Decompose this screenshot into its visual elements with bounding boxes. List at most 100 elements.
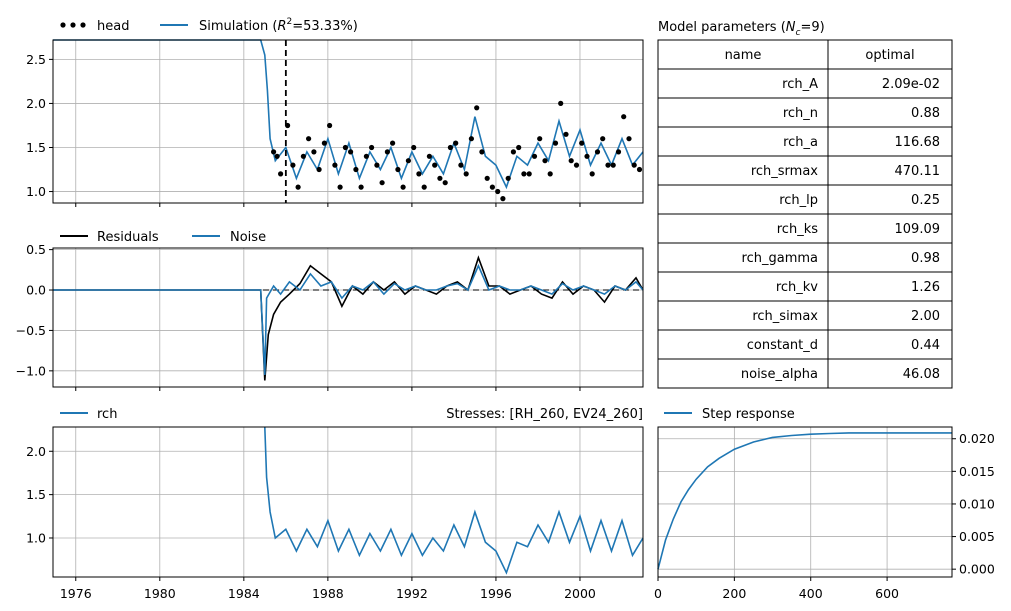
parameters-table: Model parameters (Nc=9) name optimal rch_A… <box>657 20 953 389</box>
param-value: 46.08 <box>903 367 940 382</box>
param-name: rch_kv <box>776 280 818 295</box>
param-name: rch_lp <box>779 193 818 208</box>
head-point <box>500 196 506 202</box>
head-point <box>621 114 627 120</box>
x-tick-label: 1976 <box>60 586 92 601</box>
head-legend-dot <box>70 22 76 28</box>
head-point <box>384 149 390 155</box>
param-value: 109.09 <box>895 222 941 237</box>
head-point <box>558 100 564 106</box>
head-point <box>521 171 527 177</box>
head-point <box>542 158 548 164</box>
head-point <box>290 162 296 168</box>
head-point <box>332 162 338 168</box>
head-point <box>300 153 306 159</box>
head-point <box>474 105 480 111</box>
rch-legend-label: rch <box>97 407 117 422</box>
head-point <box>421 184 427 190</box>
head-point <box>579 140 585 146</box>
head-point <box>390 140 396 146</box>
y-tick-label: 0.005 <box>959 529 995 544</box>
table-value-cell <box>827 358 953 389</box>
x-tick-label: 1996 <box>480 586 512 601</box>
head-point <box>526 171 532 177</box>
head-point <box>584 153 590 159</box>
simulation-legend-suffix: =53.33%) <box>292 19 358 34</box>
y-tick-label: −1.0 <box>16 363 46 378</box>
y-tick-label: 1.0 <box>26 184 46 199</box>
fit-panel: head Simulation (R2=53.33%) 1.0 1.5 2.0 2.5 <box>26 17 644 207</box>
head-point <box>636 166 643 173</box>
head-point <box>484 175 490 181</box>
residuals-frame <box>52 247 644 388</box>
head-point <box>369 144 375 151</box>
table-name-cell <box>657 97 829 128</box>
stresses-frame <box>52 426 644 578</box>
table-value-cell <box>827 300 953 331</box>
stresses-marks <box>264 426 644 575</box>
fit-frame <box>52 39 644 204</box>
head-point <box>610 162 616 168</box>
head-point <box>510 149 516 155</box>
parameters-table-body: name optimal rch_A 2.09e-02 rch_n 0.88 rch_a 11… <box>657 39 953 389</box>
x-tick-label: 1988 <box>312 586 344 601</box>
head-point <box>468 136 474 142</box>
head-point <box>432 162 438 168</box>
head-point <box>453 140 459 146</box>
parameters-title-symbol: N <box>786 20 796 35</box>
y-tick-label: 2.0 <box>26 444 46 459</box>
noise-line <box>53 263 644 375</box>
simulation-legend-r2: R <box>277 19 286 34</box>
time-x-ticks: 1976 1980 1984 1988 1992 1996 2000 <box>60 577 596 601</box>
residuals-grid <box>53 248 643 387</box>
head-point <box>374 162 380 168</box>
param-value: 0.88 <box>911 106 940 121</box>
head-point <box>479 149 485 155</box>
head-point <box>631 162 637 168</box>
param-value: 2.09e-02 <box>882 77 940 92</box>
residuals-legend-label: Residuals <box>97 230 159 245</box>
head-point <box>337 184 343 190</box>
parameters-title-sub: c <box>796 28 801 38</box>
head-point <box>342 144 348 151</box>
head-point <box>327 122 333 129</box>
table-name-cell <box>657 358 829 389</box>
head-point <box>458 162 464 168</box>
head-point <box>400 184 406 190</box>
head-point <box>316 166 322 173</box>
param-name: rch_a <box>783 135 818 150</box>
fit-legend: head Simulation (R2=53.33%) <box>60 17 358 34</box>
table-header-optimal: optimal <box>865 48 914 63</box>
parameters-title-suffix: =9) <box>800 20 824 35</box>
head-point <box>552 140 559 146</box>
head-point <box>379 180 385 186</box>
param-name: rch_n <box>783 106 818 121</box>
stresses-legend: rch Stresses: [RH_260, EV24_260] <box>60 407 643 422</box>
param-name: rch_gamma <box>742 251 818 266</box>
parameters-title-prefix: Model parameters ( <box>658 20 786 35</box>
head-point <box>615 149 622 155</box>
table-name-cell <box>657 329 829 360</box>
x-tick-label: 1984 <box>228 586 260 601</box>
y-tick-label: 0.020 <box>959 431 995 446</box>
residuals-line <box>53 255 644 381</box>
noise-legend-label: Noise <box>230 230 266 245</box>
table-name-cell <box>657 126 829 157</box>
y-tick-label: 0.5 <box>26 242 46 257</box>
y-tick-label: 0.0 <box>26 283 46 298</box>
parameters-table-title: Model parameters (Nc=9) <box>658 20 825 38</box>
y-tick-label: 2.5 <box>26 52 46 67</box>
head-point <box>516 144 522 151</box>
head-point <box>363 153 369 159</box>
head-point <box>295 184 301 190</box>
head-point <box>306 136 312 142</box>
head-legend-dot <box>80 22 86 28</box>
step-response-legend-label: Step response <box>702 407 795 422</box>
head-point <box>395 166 401 173</box>
fit-y-ticks: 1.0 1.5 2.0 2.5 <box>26 52 581 207</box>
head-point <box>589 171 595 177</box>
x-tick-label: 0 <box>654 586 662 601</box>
head-point <box>626 136 632 142</box>
table-header-cell <box>827 39 953 70</box>
residuals-legend: Residuals Noise <box>60 230 266 245</box>
